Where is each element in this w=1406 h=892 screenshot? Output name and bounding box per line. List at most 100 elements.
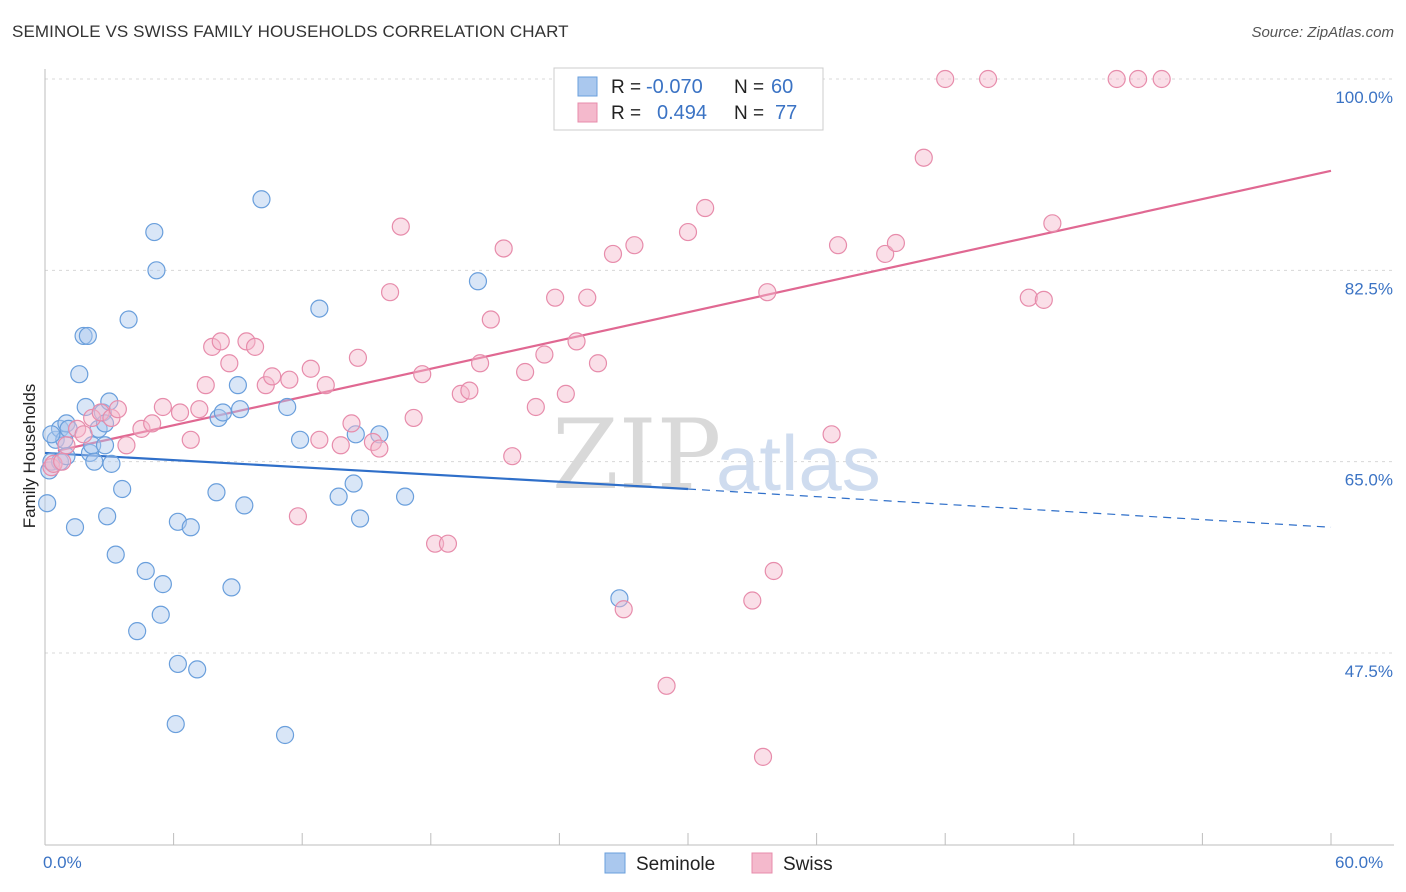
swiss-point (211, 332, 230, 351)
swiss-point (876, 244, 895, 264)
seminole-point (153, 575, 172, 594)
legend-swatch-swiss (577, 102, 598, 123)
swiss-point (342, 414, 361, 433)
swiss-point (936, 69, 955, 89)
swiss-point (42, 458, 61, 477)
swiss-point (310, 430, 329, 449)
series-legend: Seminole Swiss (604, 852, 833, 875)
swiss-point (316, 376, 335, 395)
swiss-point (657, 676, 676, 695)
seminole-point (38, 494, 57, 513)
source-credit: Source: ZipAtlas.com (1251, 24, 1394, 41)
swiss-point (1107, 69, 1126, 89)
x-tick-label-min: 0.0% (43, 853, 82, 872)
swiss-point (301, 359, 320, 378)
swiss-point (1034, 290, 1053, 309)
swiss-point (425, 534, 445, 553)
seminole-point (610, 589, 629, 608)
seminole-point (329, 487, 348, 506)
swiss-point (1152, 69, 1171, 89)
seminole-point (290, 430, 310, 449)
trend-lines (44, 169, 1332, 528)
swiss-point (108, 400, 127, 419)
chart-title: SEMINOLE VS SWISS FAMILY HOUSEHOLDS CORR… (12, 22, 569, 41)
swiss-point (57, 436, 76, 455)
y-tick-label: 65.0% (1345, 471, 1393, 490)
seminole-point (310, 299, 329, 318)
swiss-point (280, 370, 299, 389)
seminole-point (278, 397, 297, 417)
swiss-point (220, 354, 239, 373)
swiss-point (753, 747, 773, 766)
swiss-point (743, 591, 762, 610)
legend-r-value-2: 0.494 (657, 102, 707, 124)
swiss-point (404, 408, 423, 428)
seminole-point (78, 326, 97, 346)
swiss-point (391, 217, 410, 236)
swiss-point (181, 430, 200, 449)
seminole-point (65, 518, 85, 537)
seminole-point (136, 561, 155, 581)
swiss-trend-line (57, 169, 1332, 452)
swiss-point (153, 397, 172, 417)
seminole-point (98, 507, 117, 526)
x-axis-ticks (44, 833, 1332, 845)
swiss-point (578, 288, 597, 307)
swiss-points (42, 69, 1171, 766)
swiss-point (546, 288, 565, 307)
swiss-point (886, 233, 906, 253)
swiss-point (460, 381, 479, 400)
swiss-point (438, 534, 458, 553)
swiss-point (603, 244, 623, 264)
correlation-legend: R = -0.070 N = 60 R = 0.494 N = 77 (553, 67, 824, 131)
seminole-point (102, 454, 121, 473)
seminole-point (395, 487, 415, 506)
swiss-point (470, 354, 490, 373)
legend-n-value-1: 60 (771, 76, 793, 98)
swiss-point (503, 447, 522, 466)
seminole-point (147, 261, 166, 280)
seminole-point (235, 496, 254, 515)
swiss-point (331, 436, 350, 455)
swiss-point (614, 600, 633, 619)
seminole-point (275, 725, 295, 745)
seminole-point (181, 518, 200, 537)
swiss-point (535, 345, 554, 364)
series-swatch-seminole (604, 852, 626, 874)
legend-r-label-2: R = (611, 103, 641, 124)
swiss-point (190, 400, 209, 419)
seminole-points (38, 190, 629, 745)
seminole-point (168, 654, 187, 674)
seminole-point (468, 272, 488, 291)
gridlines (45, 78, 1394, 654)
series-label-seminole: Seminole (636, 854, 715, 875)
swiss-point (625, 236, 644, 255)
swiss-point (567, 332, 586, 351)
swiss-point (74, 425, 93, 444)
seminole-point (350, 509, 370, 528)
swiss-point (380, 283, 400, 302)
swiss-point (678, 222, 698, 242)
swiss-point (170, 403, 190, 422)
seminole-point (207, 483, 226, 502)
seminole-point (213, 403, 232, 422)
swiss-point (348, 348, 368, 367)
x-tick-label-max: 60.0% (1335, 853, 1383, 872)
legend-r-value-1: -0.070 (646, 76, 703, 98)
seminole-point (252, 190, 271, 209)
swiss-point (494, 239, 513, 258)
swiss-point (263, 367, 282, 386)
swiss-point (526, 397, 545, 417)
y-tick-labels: 100.0% 82.5% 65.0% 47.5% (1335, 88, 1393, 681)
seminole-point (151, 605, 170, 624)
swiss-point (288, 507, 308, 526)
swiss-point (556, 384, 575, 403)
watermark-atlas: atlas (716, 419, 881, 507)
swiss-point (363, 432, 383, 452)
swiss-point (196, 376, 215, 395)
swiss-point (914, 148, 933, 167)
swiss-point (758, 283, 777, 302)
seminole-point (42, 425, 61, 444)
swiss-point (91, 403, 110, 422)
